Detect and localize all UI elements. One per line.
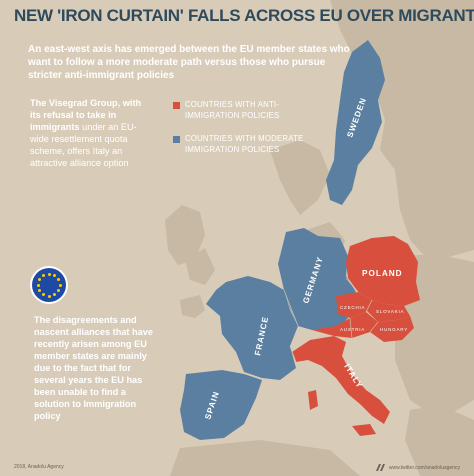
legend-label-moderate: COUNTRIES WITH MODERATE IMMIGRATION POLI… [185, 134, 304, 154]
country-spain [180, 370, 262, 440]
footer-social: www.twitter.com/anadoluagency [375, 464, 460, 471]
legend-swatch-anti [173, 102, 180, 109]
country-czechia [336, 292, 372, 318]
country-germany [278, 228, 356, 330]
footer-twitter-link[interactable]: www.twitter.com/anadoluagency [388, 464, 460, 471]
label-austria: AUSTRIA [340, 327, 365, 332]
eu-star-icon [37, 289, 41, 292]
eu-flag-stars [32, 268, 66, 302]
island-sardinia [308, 390, 318, 410]
eu-star-icon [57, 289, 61, 292]
eu-star-icon [47, 272, 51, 276]
legend-label-anti: COUNTRIES WITH ANTI-IMMIGRATION POLICIES [185, 100, 280, 120]
eu-star-icon [58, 283, 62, 287]
country-poland [346, 236, 420, 306]
subtitle: An east-west axis has emerged between th… [28, 44, 350, 81]
label-poland: POLAND [362, 269, 403, 278]
eu-star-icon [36, 283, 40, 287]
country-france [206, 276, 298, 380]
country-austria [312, 312, 378, 338]
page-title: NEW 'IRON CURTAIN' FALLS ACROSS EU OVER … [14, 6, 474, 25]
eu-star-icon [42, 293, 45, 297]
eu-star-icon [47, 294, 51, 298]
legend-swatch-moderate [173, 136, 180, 143]
eu-flag-icon [30, 266, 68, 304]
footer-copyright: 2018, Anadolu Agency [14, 464, 64, 470]
country-hungary [370, 316, 414, 342]
other-land [165, 0, 474, 476]
anadolu-logo-icon [375, 464, 385, 471]
eu-star-icon [53, 273, 56, 277]
visegrad-text: The Visegrad Group, with its refusal to … [30, 97, 142, 169]
label-slovakia: SLOVAKIA [376, 309, 404, 314]
label-czechia: CZECHIA [340, 305, 365, 310]
visegrad-bold-text: The Visegrad Group, with its refusal to … [30, 98, 142, 132]
borders [283, 277, 379, 363]
country-slovakia [366, 300, 410, 322]
legend: COUNTRIES WITH ANTI-IMMIGRATION POLICIES… [173, 100, 333, 168]
country-sweden [326, 40, 385, 205]
country-italy [292, 336, 390, 424]
island-sicily [352, 424, 376, 436]
closing-text: The disagreements and nascent alliances … [34, 315, 153, 421]
legend-item-moderate: COUNTRIES WITH MODERATE IMMIGRATION POLI… [173, 134, 333, 155]
eu-star-icon [42, 273, 45, 277]
eu-star-icon [53, 293, 56, 297]
label-hungary: HUNGARY [380, 327, 408, 332]
legend-item-anti: COUNTRIES WITH ANTI-IMMIGRATION POLICIES [173, 100, 333, 121]
eu-star-icon [37, 278, 41, 281]
visegrad-rest-text: under an EU-wide resettlement quota sche… [30, 122, 137, 168]
eu-star-icon [57, 278, 61, 281]
